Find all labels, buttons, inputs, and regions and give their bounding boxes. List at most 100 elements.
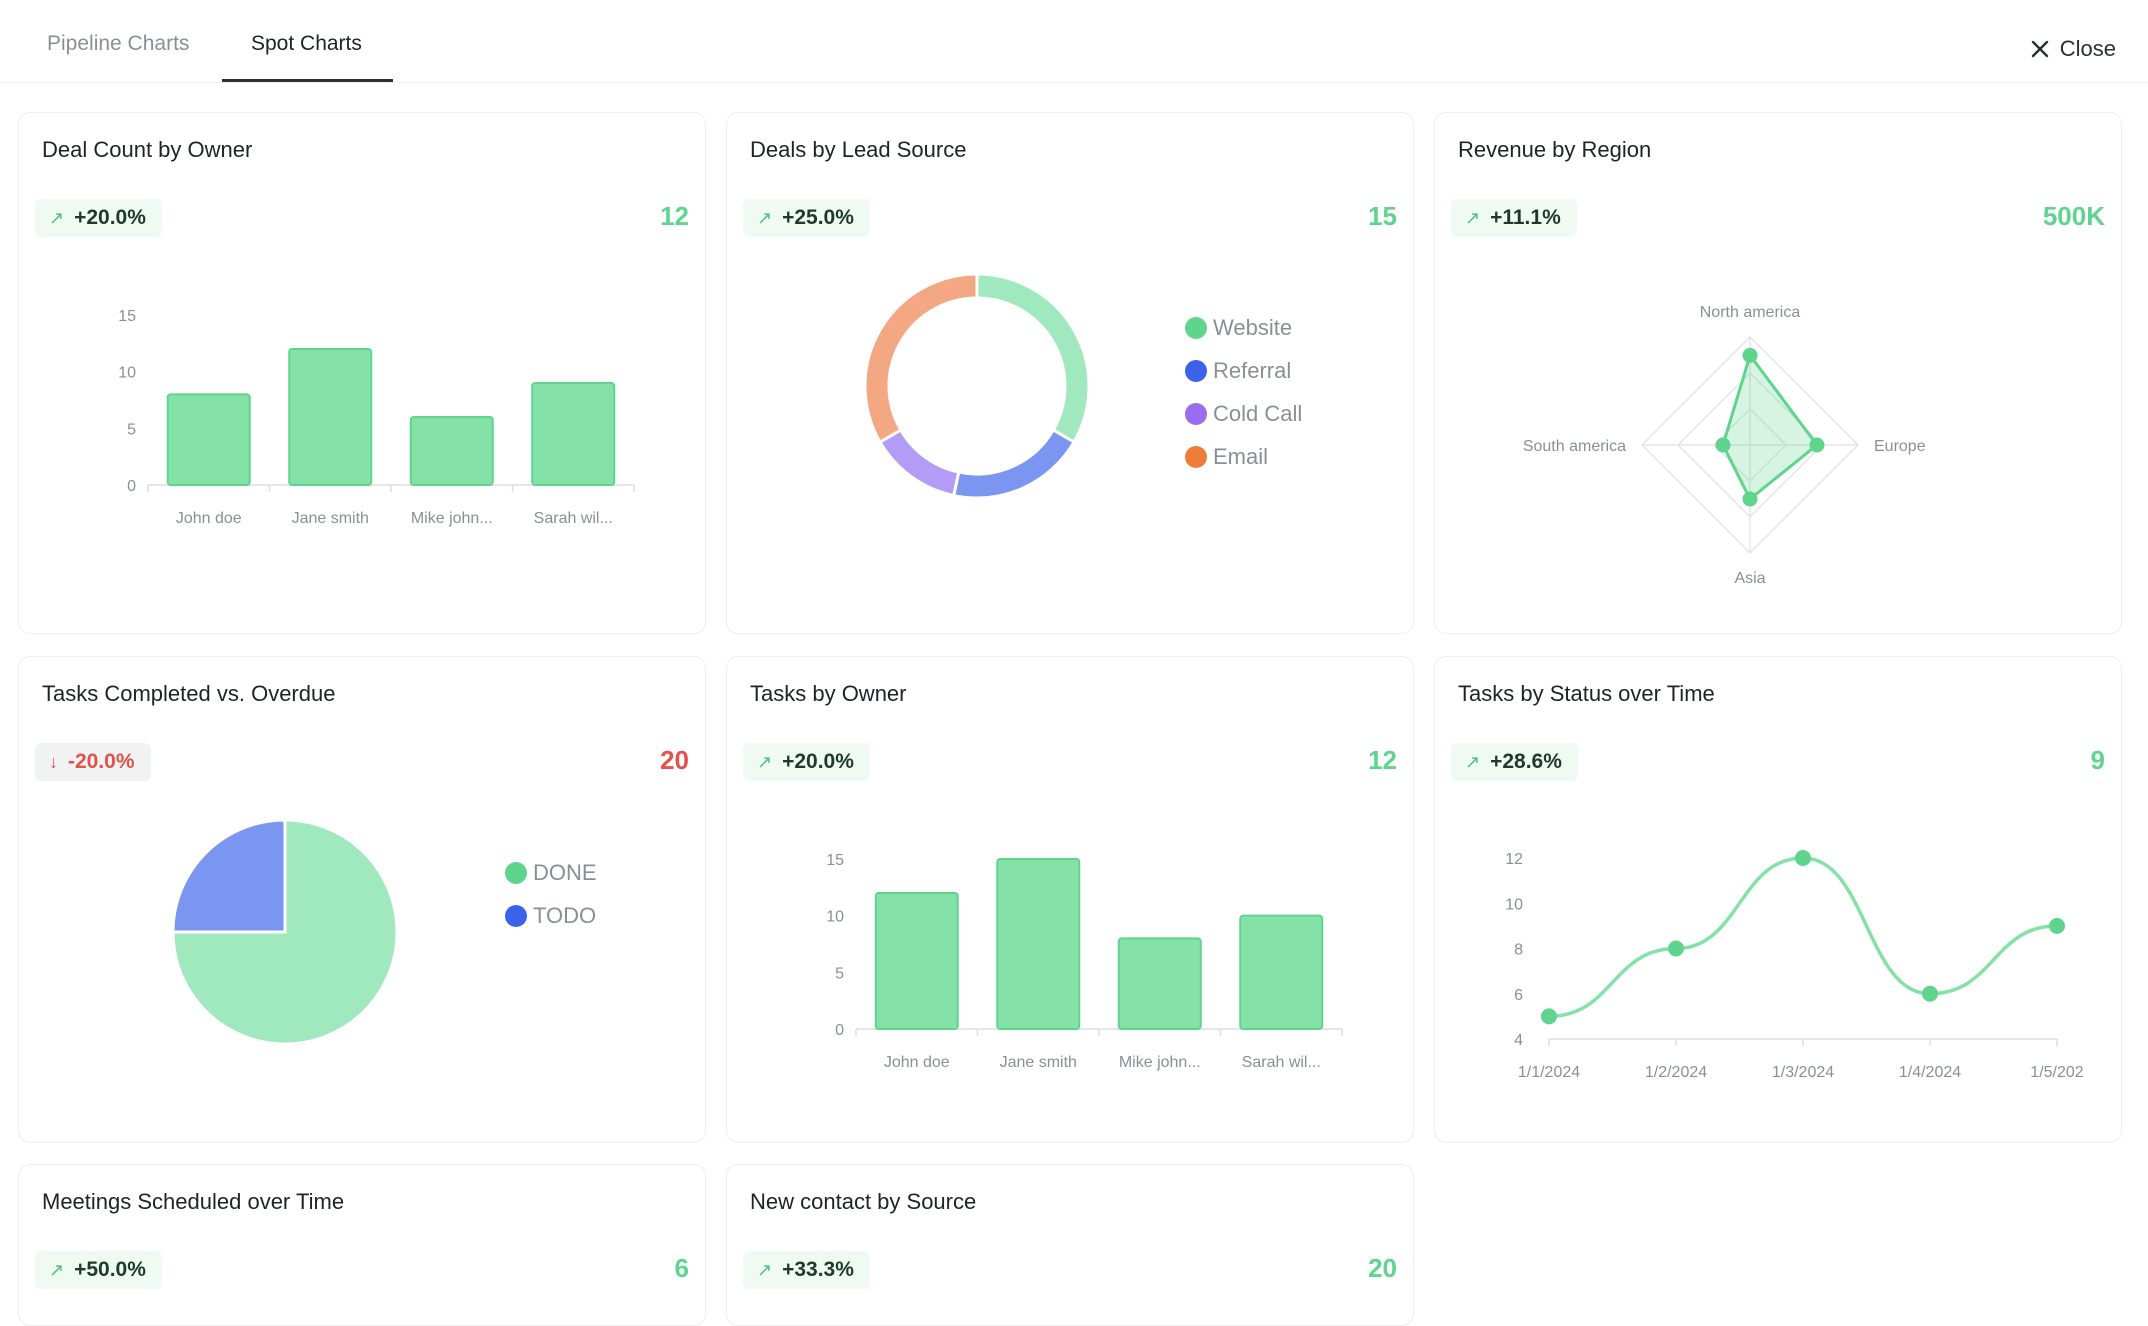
data-point <box>1922 985 1938 1002</box>
bar-chart: 0 5 10 15 John doe Jane smith Mike john... Sara… <box>118 308 635 527</box>
metric-value: 6 <box>674 1253 689 1283</box>
card-title: Tasks by Owner <box>750 681 907 706</box>
card-title: Deal Count by Owner <box>42 137 253 162</box>
legend-dot <box>505 904 527 927</box>
y-tick-label: 8 <box>1514 942 1523 959</box>
change-badge: ↗ +20.0% <box>35 199 162 237</box>
legend-item[interactable]: Website <box>1185 306 1302 349</box>
legend-item[interactable]: TODO <box>505 894 597 937</box>
x-tick-label: 1/5/202 <box>2030 1064 2083 1081</box>
change-value: +20.0% <box>74 206 146 229</box>
pie-slice <box>975 272 1091 445</box>
bar-chart: 0 5 10 15 John doe Jane smith Mike john... Sara… <box>826 852 1343 1071</box>
bar <box>1239 914 1324 1030</box>
legend-item[interactable]: DONE <box>505 851 597 894</box>
radar-axis-label: South america <box>1523 438 1626 455</box>
legend-label: DONE <box>533 859 597 885</box>
donut-chart <box>863 272 1091 500</box>
x-tick-label: Jane smith <box>1000 1054 1077 1071</box>
y-tick-label: 6 <box>1514 987 1523 1004</box>
metric-value: 12 <box>1368 745 1397 775</box>
x-tick-label: 1/4/2024 <box>1899 1064 1961 1081</box>
x-tick-label: Mike john... <box>1119 1054 1201 1071</box>
y-tick-label: 12 <box>1505 851 1523 868</box>
arrow-up-right-icon: ↗ <box>757 1259 773 1280</box>
legend-dot <box>1185 402 1207 425</box>
legend-item[interactable]: Cold Call <box>1185 392 1302 435</box>
card-title: Tasks Completed vs. Overdue <box>42 681 336 706</box>
change-badge: ↓ -20.0% <box>35 743 151 781</box>
card-tasks-completed-vs-overdue: Tasks Completed vs. Overdue ↓ -20.0% 20 … <box>18 656 706 1143</box>
metric-value: 20 <box>660 745 689 775</box>
change-badge: ↗ +33.3% <box>743 1251 870 1289</box>
legend-dot <box>1185 445 1207 468</box>
radar-axis-label: North america <box>1700 304 1801 321</box>
pie-slice <box>951 427 1077 500</box>
metric-value: 20 <box>1368 1253 1397 1283</box>
arrow-up-right-icon: ↗ <box>1465 751 1481 772</box>
y-tick-label: 15 <box>118 308 136 325</box>
legend-label: Website <box>1213 314 1293 340</box>
y-tick-label: 10 <box>1505 896 1523 913</box>
bar <box>288 348 373 486</box>
data-point <box>1541 1008 1557 1025</box>
y-tick-label: 15 <box>826 852 844 869</box>
arrow-up-right-icon: ↗ <box>757 207 773 228</box>
legend-dot <box>505 861 527 884</box>
legend-item[interactable]: Referral <box>1185 349 1302 392</box>
x-tick-label: Jane smith <box>292 510 369 527</box>
change-value: +20.0% <box>782 750 854 773</box>
bar <box>531 382 616 486</box>
close-label: Close <box>2059 36 2116 61</box>
pie-slice <box>877 427 961 498</box>
chart-legend: DONE TODO <box>505 851 597 937</box>
card-title: Deals by Lead Source <box>750 137 967 162</box>
card-tasks-by-status-over-time: Tasks by Status over Time ↗ +28.6% 9 4 6 8… <box>1434 656 2122 1143</box>
legend-label: TODO <box>533 902 597 928</box>
card-title: Meetings Scheduled over Time <box>42 1189 345 1214</box>
legend-item[interactable]: Email <box>1185 435 1302 478</box>
close-button[interactable]: Close <box>2030 36 2116 62</box>
card-new-contact-by-source: New contact by Source ↗ +33.3% 20 <box>726 1164 1414 1326</box>
pie-slice <box>171 818 287 934</box>
y-tick-label: 10 <box>826 909 844 926</box>
series-line <box>1548 856 2058 1019</box>
radar-point <box>1715 437 1731 453</box>
x-tick-label: 1/1/2024 <box>1518 1064 1580 1081</box>
bar <box>874 892 959 1030</box>
active-tab-indicator <box>222 79 393 82</box>
arrow-up-right-icon: ↗ <box>1465 207 1481 228</box>
legend-dot <box>1185 316 1207 339</box>
legend-label: Referral <box>1213 357 1292 383</box>
legend-dot <box>1185 359 1207 382</box>
x-tick-label: Sarah wil... <box>534 510 613 527</box>
card-title: Revenue by Region <box>1458 137 1652 162</box>
radar-point <box>1742 491 1758 507</box>
arrow-up-right-icon: ↗ <box>757 751 773 772</box>
legend-label: Email <box>1213 443 1269 469</box>
arrow-down-icon: ↓ <box>49 751 58 772</box>
radar-area <box>1721 352 1820 502</box>
bar <box>409 416 494 486</box>
card-tasks-by-owner: Tasks by Owner ↗ +20.0% 12 0 5 10 15 John do… <box>726 656 1414 1143</box>
tab-pipeline-charts[interactable]: Pipeline Charts <box>47 32 190 55</box>
close-icon <box>2031 40 2048 58</box>
x-tick-label: 1/2/2024 <box>1645 1064 1707 1081</box>
tab-spot-charts[interactable]: Spot Charts <box>251 32 362 55</box>
y-tick-label: 0 <box>835 1022 844 1039</box>
arrow-up-right-icon: ↗ <box>49 207 65 228</box>
arrow-up-right-icon: ↗ <box>49 1259 65 1280</box>
legend-label: Cold Call <box>1213 400 1303 426</box>
x-tick-label: 1/3/2024 <box>1772 1064 1834 1081</box>
pie-chart <box>171 818 399 1046</box>
bar <box>1117 937 1202 1031</box>
radar-point <box>1742 347 1758 363</box>
data-point <box>1668 940 1684 957</box>
change-value: +50.0% <box>74 1258 146 1281</box>
metric-value: 500K <box>2042 201 2105 231</box>
y-tick-label: 0 <box>127 478 136 495</box>
card-meetings-scheduled-over-time: Meetings Scheduled over Time ↗ +50.0% 6 <box>18 1164 706 1326</box>
pie-slice <box>863 272 979 445</box>
change-badge: ↗ +50.0% <box>35 1251 162 1289</box>
y-tick-label: 4 <box>1514 1032 1523 1049</box>
